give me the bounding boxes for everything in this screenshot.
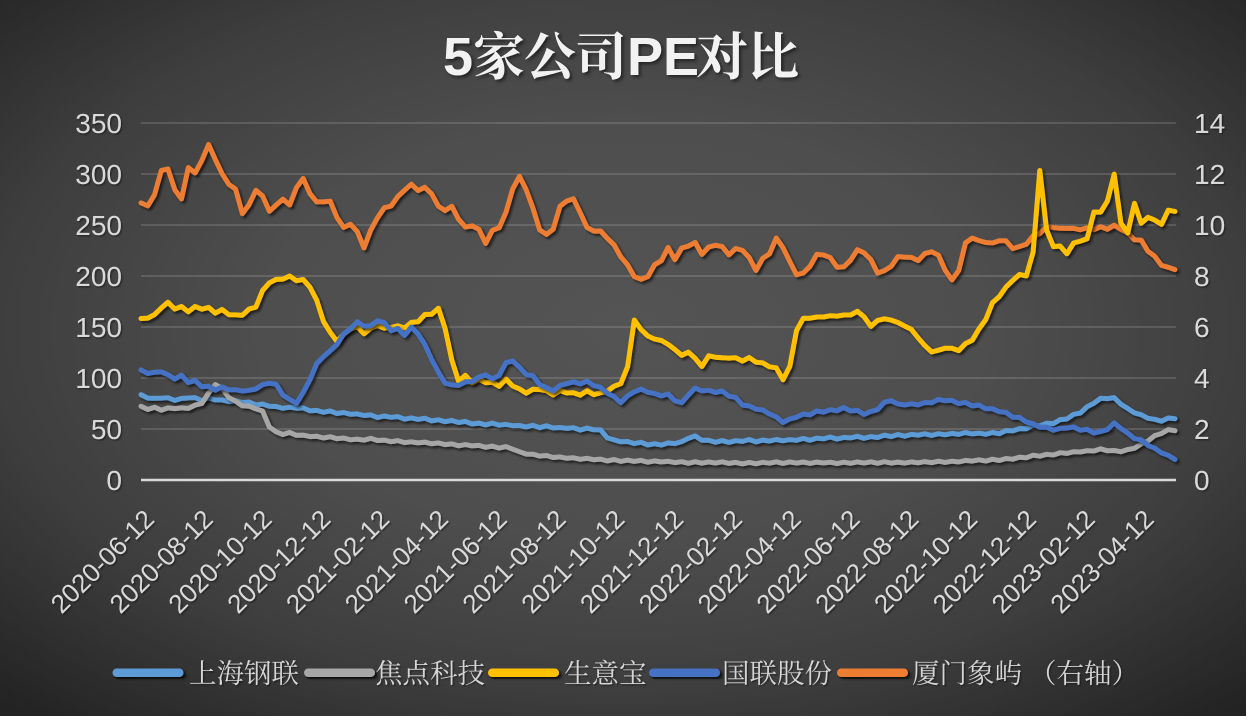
svg-text:350: 350 <box>75 108 122 139</box>
svg-text:2: 2 <box>1194 414 1210 445</box>
svg-text:300: 300 <box>75 159 122 190</box>
svg-text:200: 200 <box>75 261 122 292</box>
svg-text:8: 8 <box>1194 261 1210 292</box>
svg-text:6: 6 <box>1194 312 1210 343</box>
svg-text:250: 250 <box>75 210 122 241</box>
svg-text:10: 10 <box>1194 210 1225 241</box>
svg-text:50: 50 <box>91 414 122 445</box>
svg-text:0: 0 <box>106 465 122 496</box>
svg-text:0: 0 <box>1194 465 1210 496</box>
svg-text:4: 4 <box>1194 363 1210 394</box>
svg-text:PE: PE <box>627 27 699 87</box>
svg-text:150: 150 <box>75 312 122 343</box>
svg-text:14: 14 <box>1194 108 1225 139</box>
svg-text:5: 5 <box>443 27 473 87</box>
svg-text:100: 100 <box>75 363 122 394</box>
svg-text:12: 12 <box>1194 159 1225 190</box>
